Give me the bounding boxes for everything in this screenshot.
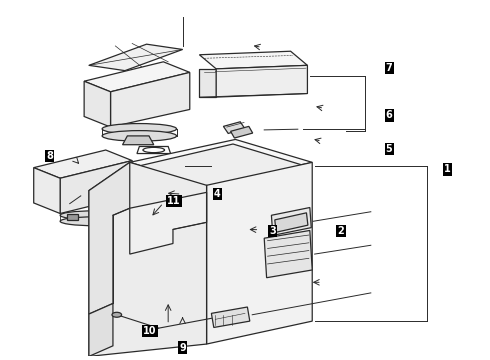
Ellipse shape	[141, 168, 152, 174]
Ellipse shape	[102, 123, 176, 134]
Polygon shape	[223, 122, 245, 134]
Polygon shape	[122, 136, 154, 145]
Polygon shape	[130, 192, 207, 254]
Polygon shape	[60, 161, 132, 213]
Polygon shape	[275, 213, 308, 232]
Polygon shape	[89, 162, 130, 314]
Polygon shape	[161, 161, 182, 170]
Ellipse shape	[112, 312, 122, 317]
Polygon shape	[139, 144, 305, 188]
Polygon shape	[84, 62, 190, 92]
Text: 6: 6	[386, 111, 392, 121]
Text: 3: 3	[270, 226, 276, 236]
Text: 5: 5	[386, 144, 392, 154]
Text: 4: 4	[214, 189, 220, 199]
Polygon shape	[207, 162, 312, 344]
Polygon shape	[211, 307, 250, 328]
Text: 9: 9	[179, 343, 186, 352]
Polygon shape	[231, 126, 253, 138]
Polygon shape	[199, 51, 307, 69]
Text: 7: 7	[386, 63, 392, 73]
Polygon shape	[34, 168, 60, 213]
Polygon shape	[89, 162, 207, 356]
Text: 10: 10	[143, 326, 157, 336]
Text: 11: 11	[167, 196, 181, 206]
Polygon shape	[199, 69, 216, 97]
Polygon shape	[264, 230, 312, 278]
Polygon shape	[216, 66, 307, 97]
Ellipse shape	[60, 211, 127, 220]
Polygon shape	[130, 139, 312, 185]
Text: 1: 1	[444, 165, 451, 174]
Text: 2: 2	[338, 226, 344, 236]
Polygon shape	[271, 207, 311, 235]
Polygon shape	[84, 81, 111, 127]
Polygon shape	[89, 303, 113, 356]
Ellipse shape	[60, 217, 127, 226]
Polygon shape	[111, 72, 190, 127]
Polygon shape	[89, 44, 183, 71]
Polygon shape	[67, 214, 78, 220]
Ellipse shape	[102, 131, 176, 141]
Text: 8: 8	[46, 151, 53, 161]
Polygon shape	[34, 150, 132, 178]
